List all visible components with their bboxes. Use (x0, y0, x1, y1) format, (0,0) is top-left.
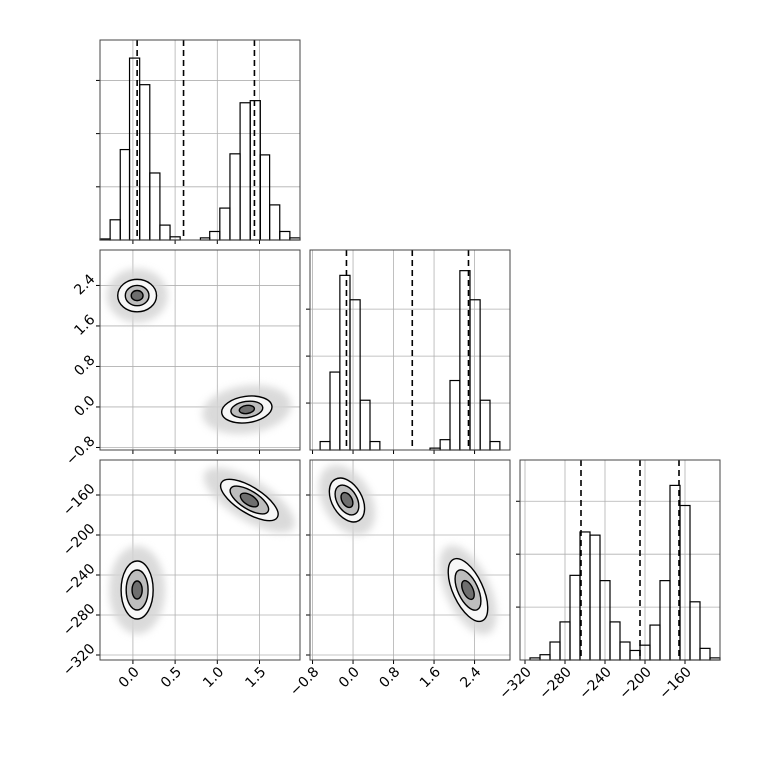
contour (131, 580, 143, 600)
x-tick-label: −0.8 (287, 664, 322, 699)
contour (461, 579, 475, 601)
histogram-bar (209, 230, 221, 241)
x-tick-label: −160 (656, 664, 695, 703)
histogram-bar (609, 621, 621, 661)
histogram-bar (569, 574, 581, 661)
histogram-bar (689, 601, 701, 661)
histogram-bar (469, 299, 481, 451)
histogram-bar (269, 204, 281, 241)
panel-frame (99, 459, 301, 661)
histogram-bar (249, 100, 261, 241)
panel-frame (99, 249, 301, 451)
x-tick-label: 1.0 (200, 664, 227, 691)
histogram-bar (259, 154, 271, 241)
y-tick-label: 1.6 (71, 312, 98, 339)
histogram-bar (128, 57, 141, 241)
x-tick-label: −320 (496, 664, 535, 703)
y-tick-label: −200 (60, 521, 99, 560)
contour (238, 404, 256, 415)
histogram-bar (319, 440, 331, 451)
y-tick-label: −280 (60, 601, 99, 640)
x-tick-label: −240 (576, 664, 615, 703)
histogram-bar (359, 399, 371, 451)
y-tick-label: 2.4 (71, 271, 98, 298)
histogram-bar (149, 172, 161, 241)
y-tick-label: −160 (60, 481, 99, 520)
y-tick-label: 0.8 (71, 352, 98, 379)
panel-frame (309, 459, 511, 661)
contour (130, 289, 144, 302)
panel-frame (519, 459, 721, 661)
histogram-bar (339, 274, 351, 451)
histogram-bar (539, 654, 551, 661)
y-tick-label: −320 (60, 641, 99, 680)
histogram-bar (369, 440, 381, 451)
histogram-bar (629, 649, 641, 661)
histogram-bar (219, 207, 231, 241)
histogram-bar (659, 580, 671, 661)
histogram-bar (699, 647, 711, 661)
panel-frame (99, 39, 301, 241)
histogram-bar (449, 379, 461, 451)
x-tick-label: −280 (536, 664, 575, 703)
panel-frame (309, 249, 511, 451)
x-tick-label: 0.0 (336, 664, 363, 691)
histogram-bar (329, 371, 341, 451)
x-tick-label: 1.6 (417, 664, 444, 691)
x-tick-label: 0.0 (116, 664, 143, 691)
histogram-bar (549, 641, 561, 661)
contour (239, 492, 260, 508)
histogram-bar (649, 624, 661, 661)
histogram-bar (349, 299, 361, 451)
contour (340, 491, 354, 509)
x-tick-label: 2.4 (457, 664, 484, 691)
histogram-bar (119, 148, 131, 241)
x-tick-label: −200 (616, 664, 655, 703)
histogram-bar (229, 153, 241, 241)
x-tick-label: 0.8 (376, 664, 403, 691)
x-tick-label: 0.5 (158, 664, 185, 691)
density (318, 464, 497, 635)
y-tick-label: −0.8 (63, 433, 98, 468)
histogram-bar (619, 641, 631, 661)
histogram-bar (139, 84, 151, 241)
density (106, 268, 292, 434)
histogram-bar (489, 440, 501, 451)
histogram-bar (239, 102, 251, 241)
y-tick-label: 0.0 (71, 393, 98, 420)
density (109, 467, 295, 634)
y-tick-label: −240 (60, 561, 99, 600)
histogram-bar (479, 399, 491, 451)
histogram-bar (439, 439, 451, 451)
x-tick-label: 1.5 (242, 664, 269, 691)
histogram-bar (279, 230, 291, 241)
histogram-bar (159, 224, 171, 241)
histogram-bar (109, 219, 121, 241)
